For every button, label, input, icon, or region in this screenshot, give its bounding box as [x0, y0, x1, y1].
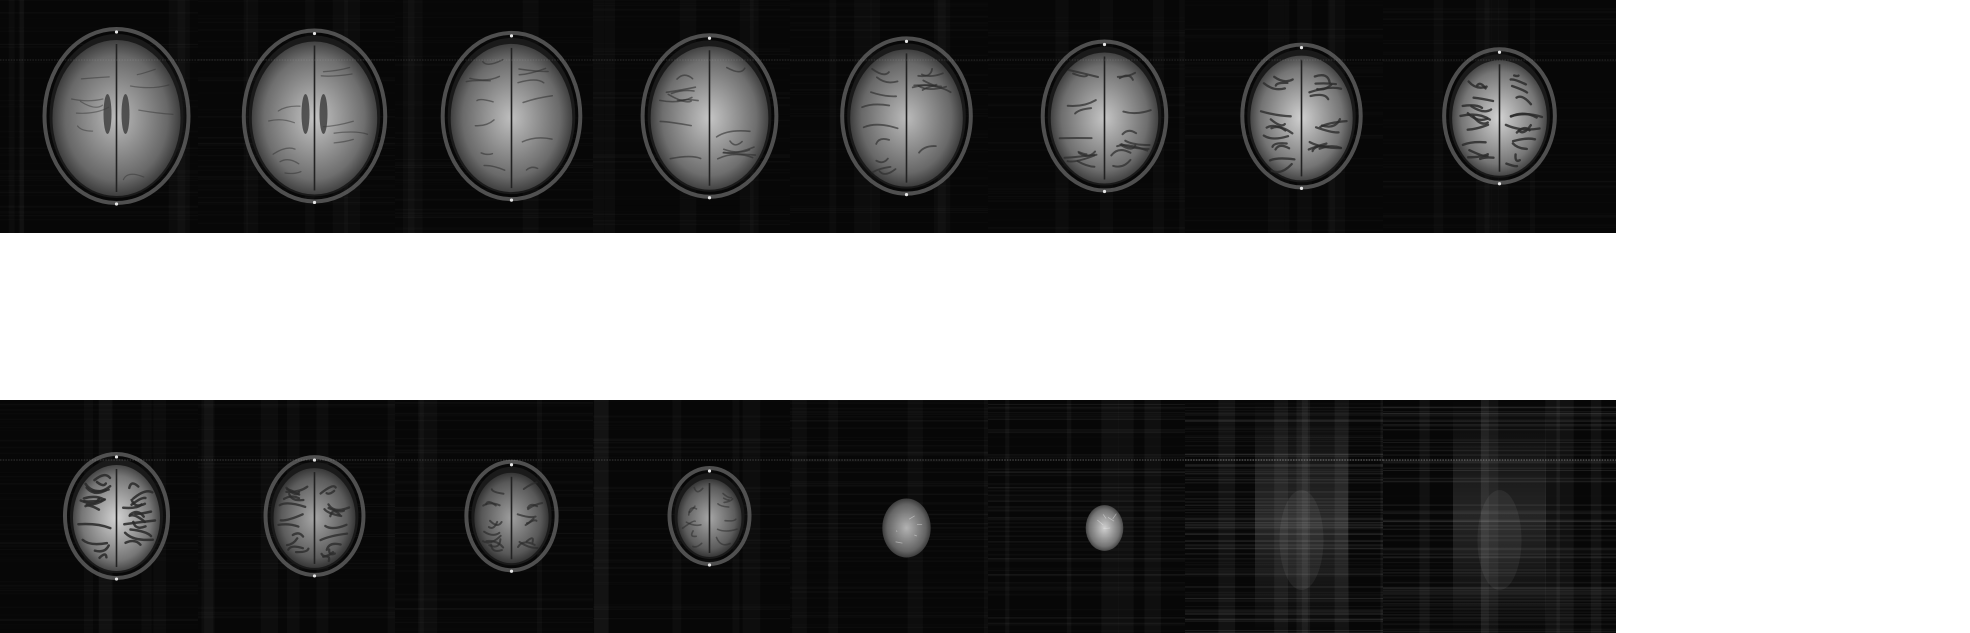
mri-slice-image — [1382, 0, 1616, 233]
mri-slice-16 — [1382, 400, 1616, 633]
mri-slice-7 — [1185, 0, 1418, 233]
mri-slice-image — [987, 400, 1221, 633]
mri-slice-image — [1185, 400, 1418, 633]
mri-slice-5 — [790, 0, 1023, 233]
mri-slice-image — [0, 400, 233, 633]
mri-slice-14 — [987, 400, 1221, 633]
mri-slice-image — [987, 0, 1221, 233]
mri-slice-image — [1382, 400, 1616, 633]
mri-slice-image — [592, 400, 826, 633]
mri-slice-4 — [592, 0, 826, 233]
mri-slice-9 — [0, 400, 233, 633]
mri-slice-image — [790, 400, 1023, 633]
top-row — [0, 0, 1970, 233]
mri-slice-3 — [395, 0, 628, 233]
mri-slice-10 — [197, 400, 431, 633]
mri-slice-1 — [0, 0, 233, 233]
mri-slice-12 — [592, 400, 826, 633]
mri-slice-image — [395, 0, 628, 233]
mri-slice-image — [592, 0, 826, 233]
mri-slice-image — [0, 0, 233, 233]
mri-slice-13 — [790, 400, 1023, 633]
mri-slice-8 — [1382, 0, 1616, 233]
mri-slice-6 — [987, 0, 1221, 233]
bottom-row — [0, 400, 1970, 633]
mri-slice-image — [395, 400, 628, 633]
mri-slice-image — [197, 0, 431, 233]
mri-slice-image — [790, 0, 1023, 233]
mri-slice-image — [197, 400, 431, 633]
mri-slice-image — [1185, 0, 1418, 233]
mri-slice-2 — [197, 0, 431, 233]
mri-slice-15 — [1185, 400, 1418, 633]
mri-slice-11 — [395, 400, 628, 633]
